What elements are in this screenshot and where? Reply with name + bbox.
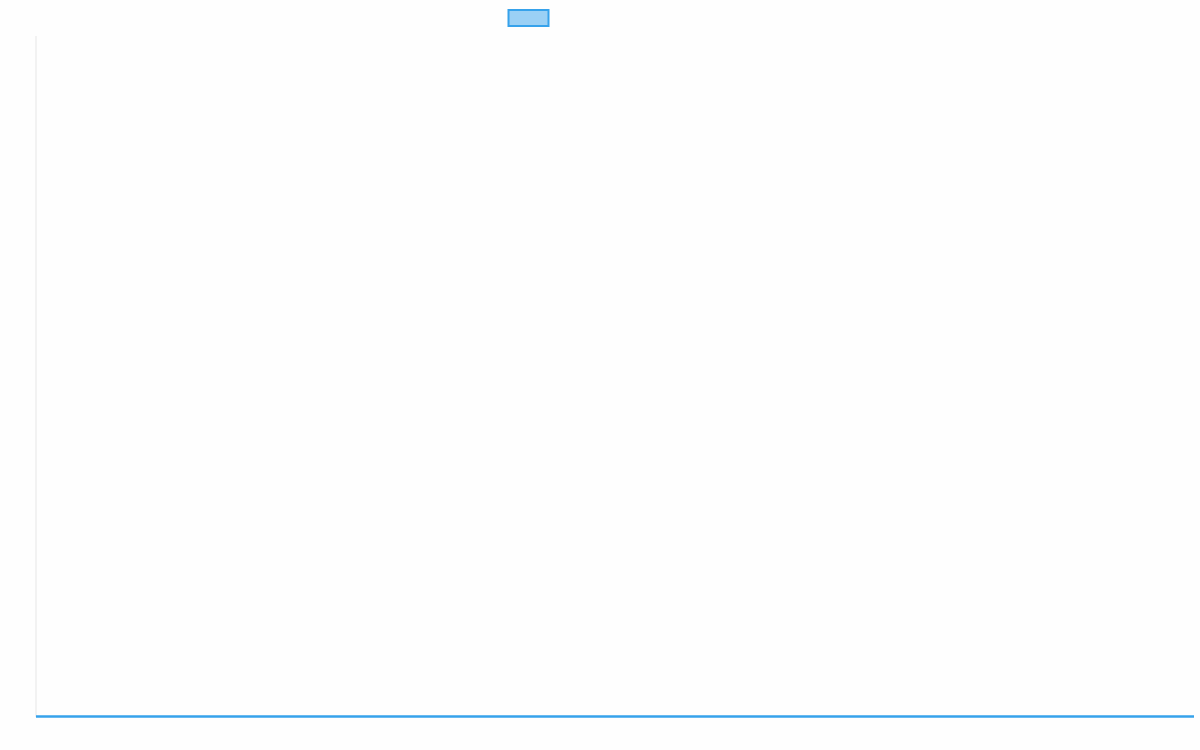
legend-swatch[interactable]	[507, 9, 550, 27]
